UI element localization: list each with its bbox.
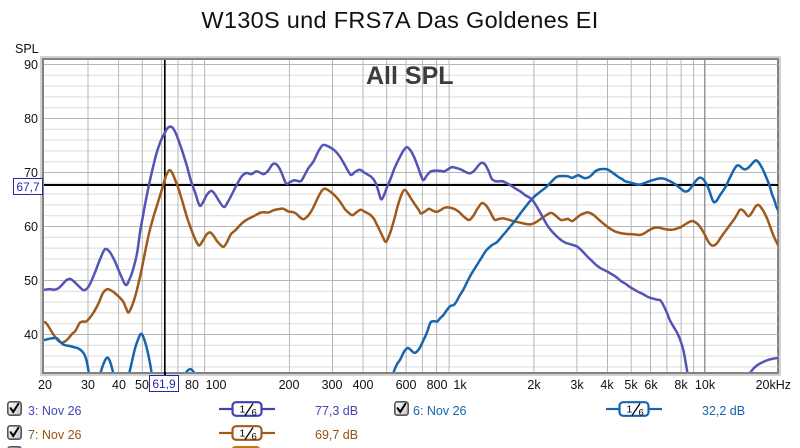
svg-text:6: 6 <box>252 432 257 442</box>
svg-text:1: 1 <box>240 428 246 440</box>
svg-text:6: 6 <box>639 408 644 418</box>
svg-text:1: 1 <box>627 404 633 416</box>
svg-text:1: 1 <box>240 404 246 416</box>
svg-text:6: 6 <box>252 408 257 418</box>
